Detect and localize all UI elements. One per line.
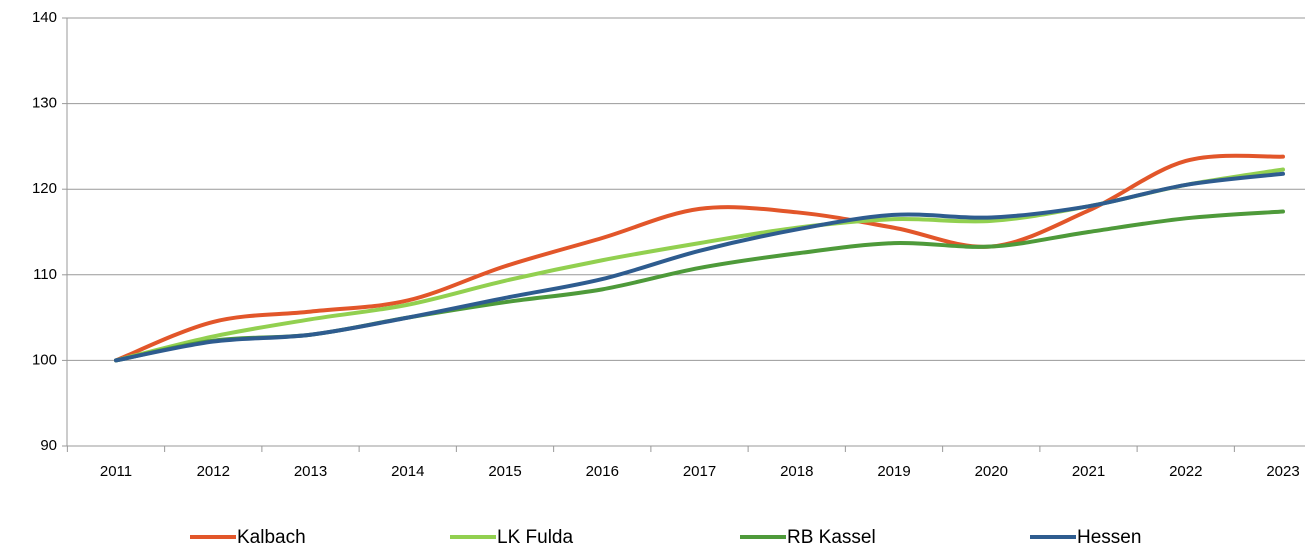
x-tick-label: 2018 bbox=[780, 463, 813, 480]
line-series bbox=[114, 171, 1285, 363]
x-tick-label: 2017 bbox=[683, 463, 716, 480]
y-tick-label: 100 bbox=[32, 351, 57, 368]
y-tick-label: 110 bbox=[33, 266, 57, 283]
x-tick-label: 2020 bbox=[975, 463, 1008, 480]
legend-label: Kalbach bbox=[237, 527, 306, 548]
legend-label: RB Kassel bbox=[787, 527, 876, 548]
x-tick-label: 2023 bbox=[1266, 463, 1299, 480]
y-tick-label: 130 bbox=[32, 95, 57, 112]
line-series bbox=[114, 153, 1285, 363]
x-tick-label: 2016 bbox=[586, 463, 619, 480]
x-tick-label: 2012 bbox=[197, 463, 230, 480]
x-tick-label: 2015 bbox=[488, 463, 521, 480]
x-tick-label: 2021 bbox=[1072, 463, 1105, 480]
x-tick-label: 2014 bbox=[391, 463, 424, 480]
legend-label: Hessen bbox=[1077, 527, 1141, 548]
x-tick-label: 2022 bbox=[1169, 463, 1202, 480]
y-tick-label: 140 bbox=[32, 9, 57, 26]
legend: Kalbach LK Fulda RB Kassel Hessen bbox=[190, 527, 1141, 548]
line-series bbox=[114, 167, 1285, 363]
x-tick-label: 2011 bbox=[100, 463, 132, 480]
y-tick-label: 90 bbox=[40, 437, 57, 454]
y-tick-label: 120 bbox=[32, 180, 57, 197]
x-tick-label: 2013 bbox=[294, 463, 327, 480]
legend-label: LK Fulda bbox=[497, 527, 573, 548]
x-tick-label: 2019 bbox=[877, 463, 910, 480]
